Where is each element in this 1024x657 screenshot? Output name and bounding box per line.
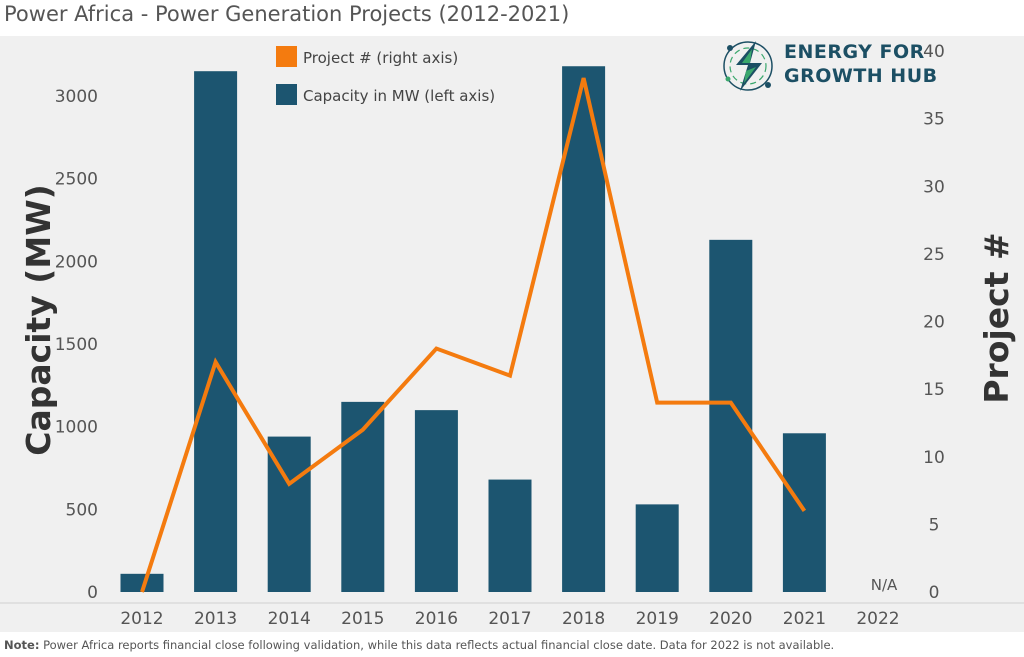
x-tick-label-2017: 2017	[488, 609, 531, 629]
x-tick-label-2022: 2022	[856, 609, 899, 629]
x-tick-label-2016: 2016	[415, 609, 458, 629]
chart-title: Power Africa - Power Generation Projects…	[4, 2, 570, 26]
bar-2012	[120, 573, 164, 592]
x-tick-label-2014: 2014	[268, 609, 311, 629]
bar-2021	[782, 433, 826, 592]
y-tick-label-1500: 1500	[55, 335, 98, 355]
brand-logo: ENERGY FOR GROWTH HUB	[718, 35, 937, 97]
x-tick-label-2013: 2013	[194, 609, 237, 629]
y2-tick-label-35: 35	[923, 110, 945, 130]
brand-name: ENERGY FOR GROWTH HUB	[784, 40, 938, 88]
legend-swatch-bar	[276, 84, 297, 105]
y2-tick-label-25: 25	[923, 245, 945, 265]
brand-line-2: GROWTH HUB	[784, 65, 938, 87]
bar-2018	[562, 66, 606, 593]
y-tick-label-500: 500	[66, 500, 98, 520]
y2-tick-label-20: 20	[923, 313, 945, 333]
energy-for-growth-hub-logo-icon	[723, 41, 773, 91]
y2-axis-title: Project #	[977, 232, 1016, 403]
bar-2017	[488, 479, 532, 592]
y-tick-label-2500: 2500	[55, 170, 98, 190]
bar-2019	[635, 504, 679, 592]
y-tick-label-0: 0	[87, 583, 98, 603]
footnote: Note: Power Africa reports financial clo…	[4, 638, 834, 652]
x-tick-label-2020: 2020	[709, 609, 752, 629]
y2-tick-label-15: 15	[923, 380, 945, 400]
legend-label-line: Project # (right axis)	[303, 49, 458, 67]
x-tick-label-2021: 2021	[783, 609, 826, 629]
y2-tick-label-10: 10	[923, 448, 945, 468]
y-tick-label-3000: 3000	[55, 87, 98, 107]
y2-tick-label-5: 5	[929, 515, 940, 535]
y-tick-label-1000: 1000	[55, 418, 98, 438]
bar-2016	[414, 410, 458, 592]
bar-2013	[194, 71, 238, 592]
y2-tick-label-0: 0	[929, 583, 940, 603]
project-count-line	[140, 77, 807, 593]
y2-tick-label-40: 40	[923, 42, 945, 62]
brand-line-1: ENERGY FOR	[784, 41, 925, 63]
annotation-2022: N/A	[871, 576, 898, 594]
legend-label-bar: Capacity in MW (left axis)	[303, 87, 495, 105]
y-tick-label-2000: 2000	[55, 252, 98, 272]
bar-2015	[341, 401, 385, 592]
x-tick-label-2015: 2015	[341, 609, 384, 629]
note-text: Power Africa reports financial close fol…	[39, 638, 835, 652]
x-tick-label-2018: 2018	[562, 609, 605, 629]
bar-2020	[709, 239, 753, 592]
y2-tick-label-30: 30	[923, 177, 945, 197]
note-label: Note:	[4, 638, 40, 652]
x-tick-label-2019: 2019	[636, 609, 679, 629]
y-axis-title: Capacity (MW)	[19, 184, 58, 455]
x-tick-label-2012: 2012	[120, 609, 163, 629]
legend-swatch-line	[276, 46, 297, 67]
